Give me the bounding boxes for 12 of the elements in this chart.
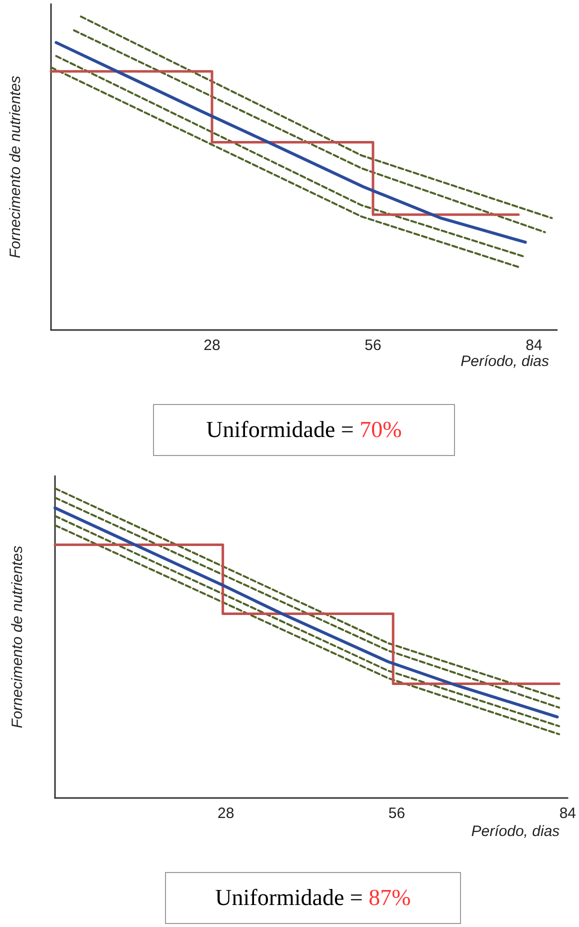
y-axis-title: Fornecimento de nutrientes <box>7 75 24 258</box>
text: Uniformidade = 87% <box>165 872 461 924</box>
text: Uniformidade = 70% <box>153 404 455 456</box>
x-tick-label: 28 <box>218 805 234 822</box>
x-tick-label: 84 <box>559 805 576 822</box>
x-tick-label: 28 <box>204 337 220 354</box>
y-axis-title: Fornecimento de nutrientes <box>9 545 26 728</box>
x-tick-label: 56 <box>388 805 406 822</box>
x-tick-label: 84 <box>526 337 542 354</box>
x-tick-label: 56 <box>364 337 382 354</box>
x-axis-title: Período, dias <box>460 353 550 370</box>
x-axis-title: Período, dias <box>471 823 560 840</box>
